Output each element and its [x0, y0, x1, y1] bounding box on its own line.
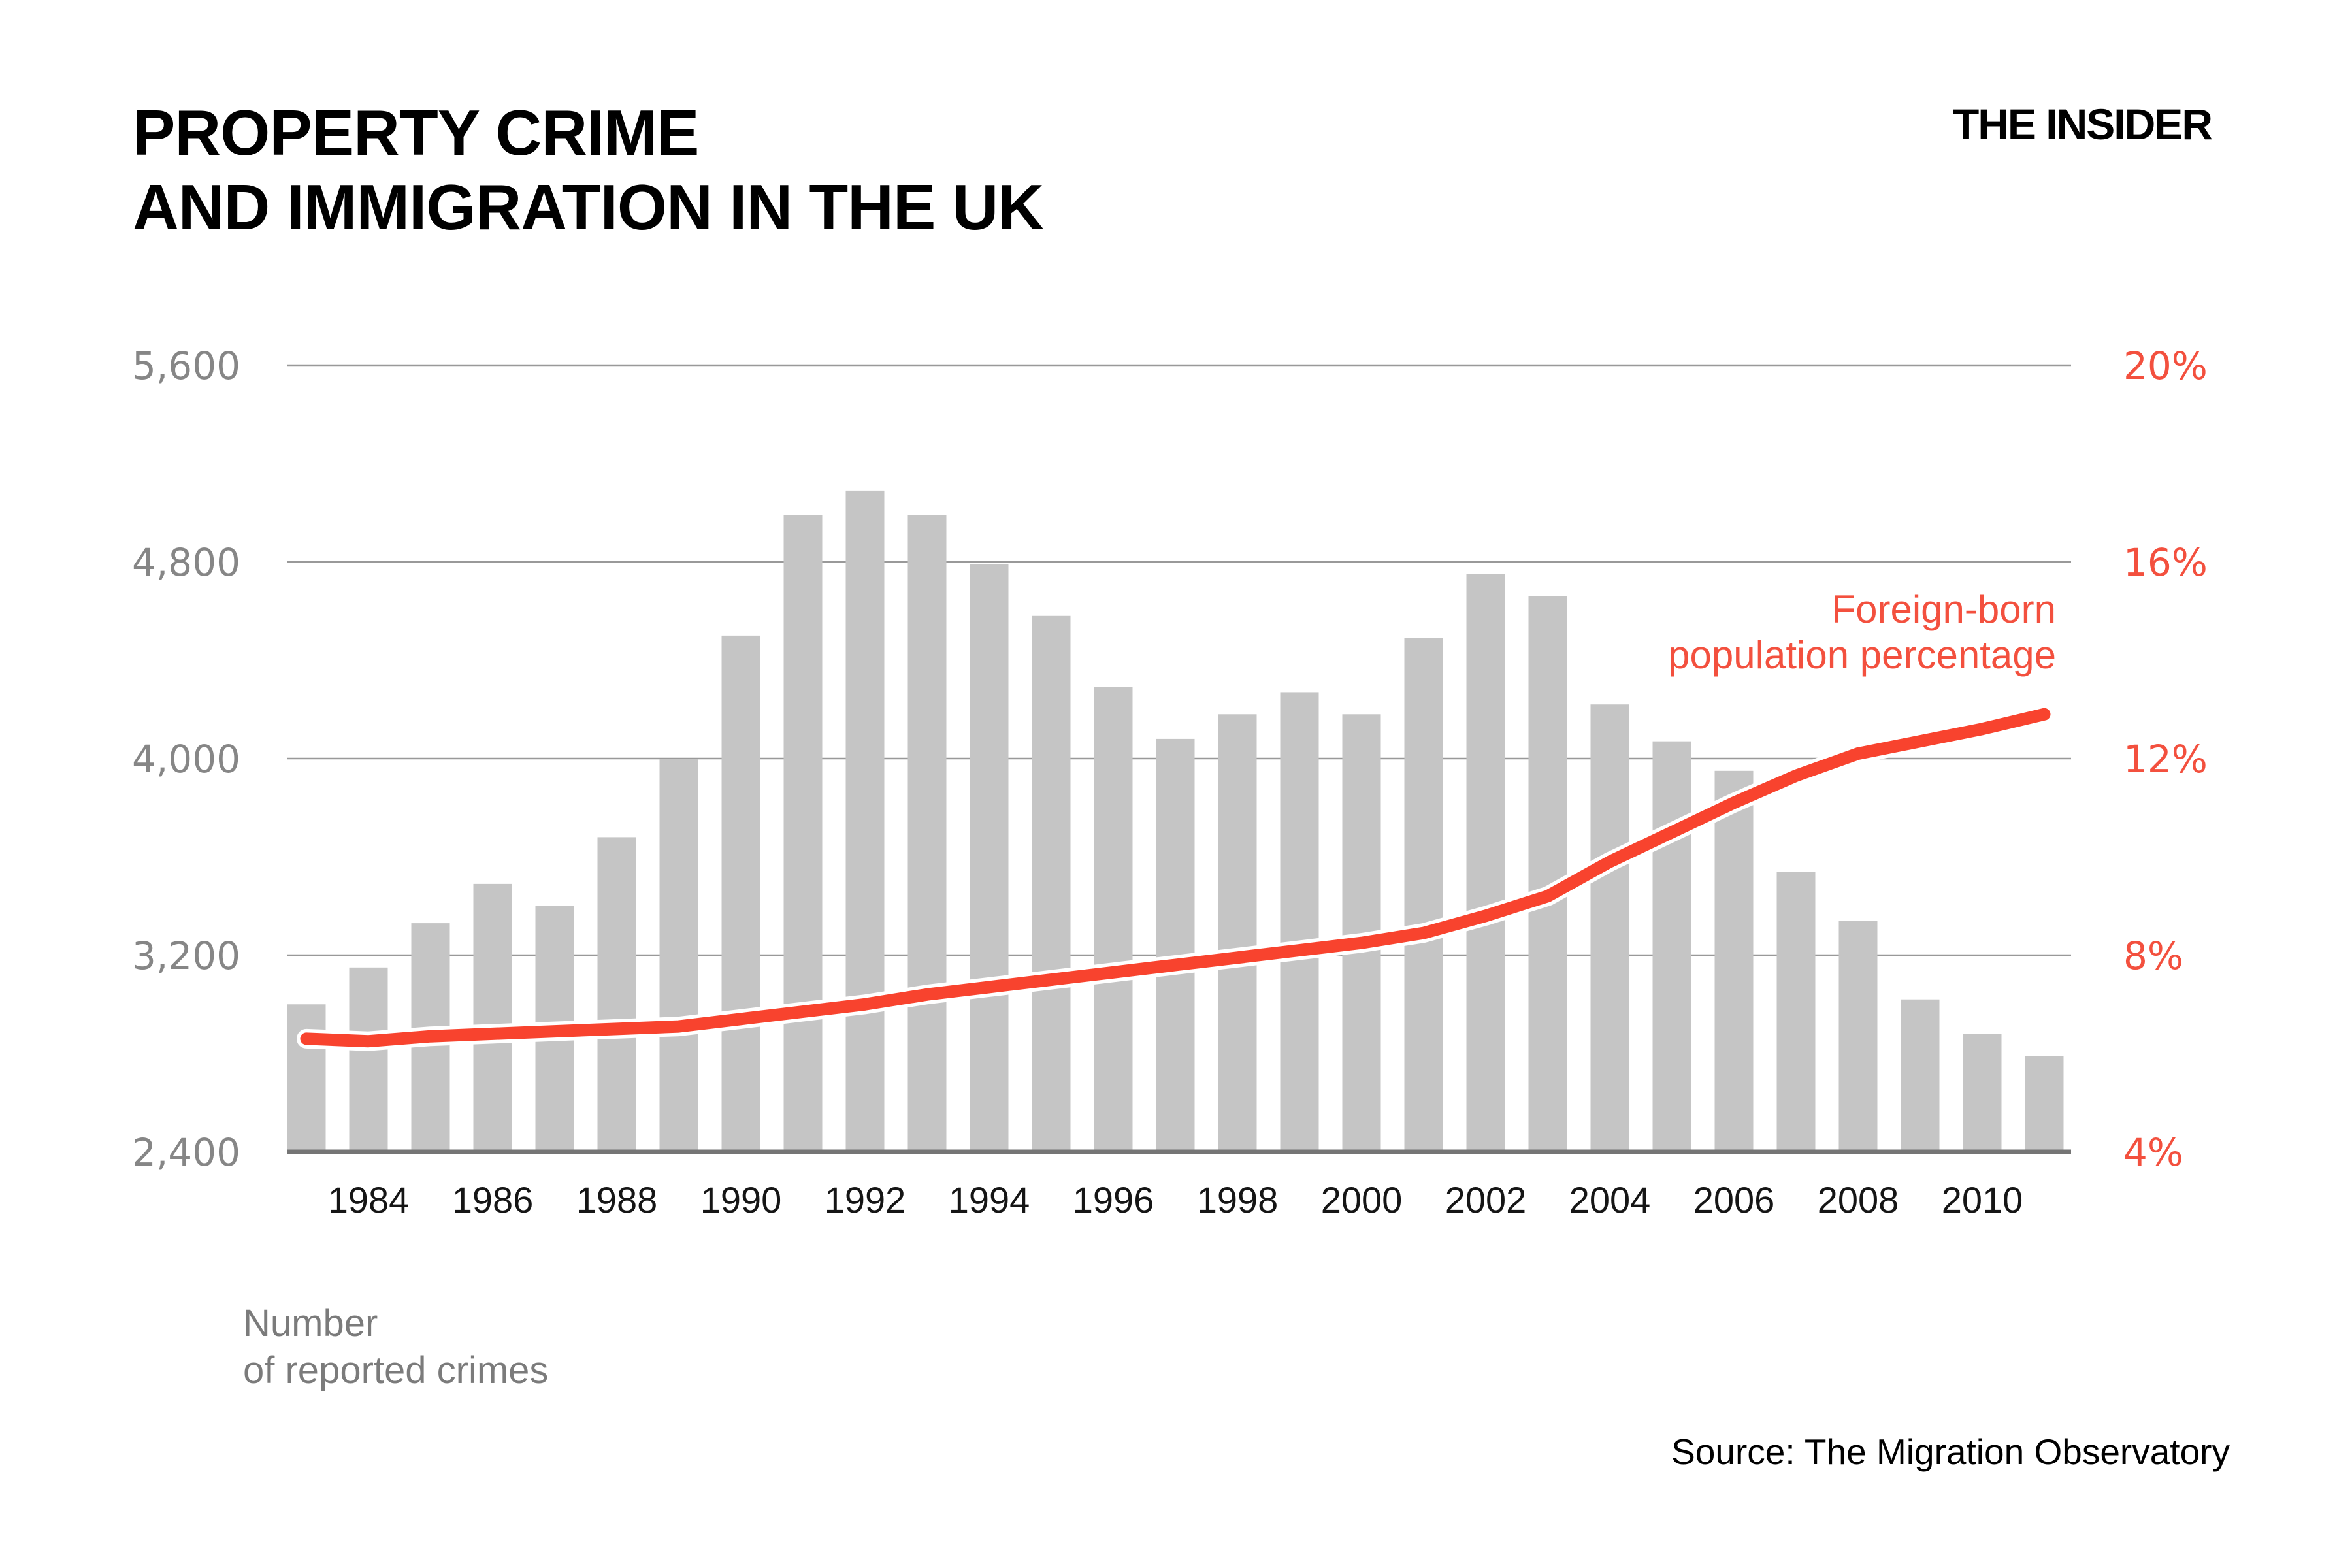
left-axis-tick-4000: 4,000 [132, 737, 240, 781]
bar-1983 [287, 1004, 326, 1152]
right-axis-tick-12: 12% [2123, 737, 2208, 781]
left-axis-tick-3200: 3,200 [132, 934, 240, 978]
bar-1998 [1218, 714, 1257, 1152]
bar-1988 [597, 837, 636, 1152]
bar-2006 [1714, 770, 1754, 1152]
bar-1996 [1094, 687, 1133, 1152]
bar-1999 [1280, 692, 1319, 1152]
bar-2001 [1404, 638, 1443, 1152]
right-axis-tick-20: 20% [2123, 344, 2208, 388]
x-axis-tick-2008: 2008 [1818, 1179, 1899, 1220]
x-axis-tick-1988: 1988 [576, 1179, 658, 1220]
left-axis-caption: Number of reported crimes [243, 1300, 548, 1394]
bar-1990 [721, 635, 760, 1152]
x-axis-tick-2004: 2004 [1569, 1179, 1651, 1220]
bar-1997 [1156, 738, 1195, 1152]
x-axis-tick-1984: 1984 [328, 1179, 410, 1220]
bar-2008 [1838, 921, 1878, 1152]
x-axis-tick-1986: 1986 [452, 1179, 534, 1220]
x-axis-tick-2006: 2006 [1693, 1179, 1775, 1220]
bar-2005 [1652, 741, 1691, 1152]
bar-2011 [2025, 1056, 2064, 1152]
bar-2002 [1466, 574, 1505, 1152]
left-axis-tick-2400: 2,400 [132, 1130, 240, 1175]
left-axis-tick-4800: 4,800 [132, 540, 240, 585]
source-credit: Source: The Migration Observatory [1671, 1431, 2230, 1472]
brand-logo: THE INSIDER [1952, 100, 2213, 148]
x-axis-tick-1998: 1998 [1197, 1179, 1279, 1220]
bar-1989 [659, 759, 698, 1152]
x-axis-tick-1990: 1990 [700, 1179, 782, 1220]
trend-line [300, 708, 2051, 1048]
legend-line1: Foreign-born [1831, 587, 2056, 631]
bar-2004 [1590, 704, 1629, 1152]
right-axis-tick-8: 8% [2123, 934, 2183, 978]
bar-1992 [845, 490, 885, 1152]
x-axis-tick-1994: 1994 [949, 1179, 1030, 1220]
x-axis-tick-1996: 1996 [1073, 1179, 1154, 1220]
right-axis-tick-16: 16% [2123, 540, 2208, 585]
x-axis-tick-1992: 1992 [825, 1179, 906, 1220]
left-axis-caption-line2: of reported crimes [243, 1349, 549, 1392]
page-title-line1: PROPERTY CRIME [133, 97, 699, 169]
line-series-legend: Foreign-born population percentage [1668, 587, 2056, 678]
bar-1991 [783, 515, 823, 1152]
bar-1995 [1032, 615, 1071, 1152]
left-axis-caption-line1: Number [243, 1302, 378, 1345]
legend-line2: population percentage [1668, 633, 2056, 677]
x-axis-tick-2010: 2010 [1942, 1179, 2023, 1220]
page-title-line2: AND IMMIGRATION IN THE UK [133, 171, 1044, 243]
bar-2010 [1963, 1034, 2002, 1152]
bar-1986 [473, 883, 512, 1152]
bar-2003 [1528, 596, 1567, 1152]
bar-1984 [349, 967, 388, 1152]
left-axis-tick-5600: 5,600 [132, 344, 240, 388]
bar-1993 [907, 515, 947, 1152]
bar-2007 [1776, 872, 1816, 1152]
bar-1994 [970, 564, 1009, 1152]
page-title: PROPERTY CRIME AND IMMIGRATION IN THE UK [133, 95, 1044, 244]
right-axis-tick-4: 4% [2123, 1130, 2183, 1175]
bar-2009 [1901, 999, 1940, 1152]
x-axis-tick-2000: 2000 [1321, 1179, 1403, 1220]
x-axis-tick-2002: 2002 [1445, 1179, 1527, 1220]
